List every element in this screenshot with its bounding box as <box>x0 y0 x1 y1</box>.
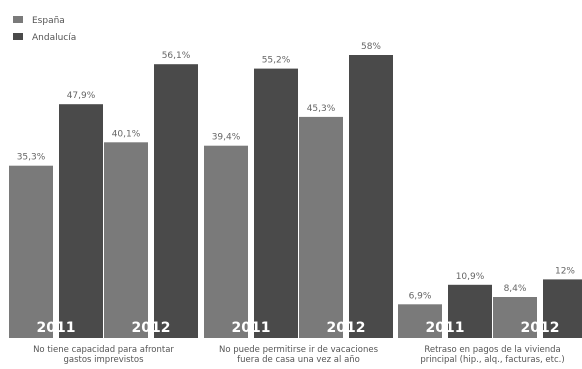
year-label: 2012 <box>132 320 171 336</box>
bar-spain-2011-g1 <box>9 165 53 338</box>
category-label: principal (hip., alq., facturas, etc.) <box>420 355 564 365</box>
year-label: 2011 <box>232 320 271 336</box>
data-label: 35,3% <box>17 153 46 163</box>
bar-spain-2011-g3 <box>398 304 442 338</box>
data-label: 47,9% <box>67 91 96 101</box>
legend-label-spain: España <box>32 16 65 26</box>
data-label: 56,1% <box>162 51 191 61</box>
data-label: 12% <box>555 266 575 276</box>
legend-label-andalucia: Andalucía <box>32 33 76 43</box>
legend-swatch-spain <box>13 16 23 23</box>
bars-layer: 35,3% 47,9% 2011 40,1% 56,1% 2012 39,4% 55,2% 20… <box>9 42 582 339</box>
bar-spain-2011-g2 <box>204 145 248 338</box>
bar-andalucia-2011-g1 <box>59 104 103 338</box>
bar-andalucia-2011-g2 <box>254 68 298 338</box>
bar-andalucia-2012-g3 <box>543 279 582 338</box>
data-label: 45,3% <box>307 104 336 114</box>
legend: España Andalucía <box>13 16 76 43</box>
year-label: 2012 <box>327 320 366 336</box>
data-label: 58% <box>361 42 381 52</box>
data-label: 39,4% <box>212 133 241 143</box>
data-label: 55,2% <box>262 56 291 66</box>
data-label: 10,9% <box>456 272 485 282</box>
category-label: No puede permitirse ir de vacaciones <box>219 345 379 355</box>
category-label: Retraso en pagos de la vivienda <box>424 345 560 355</box>
year-label: 2011 <box>426 320 465 336</box>
bar-andalucia-2011-g3 <box>448 284 492 338</box>
category-label: gastos imprevistos <box>63 355 144 365</box>
bar-spain-2012-g1 <box>104 142 148 338</box>
bar-spain-2012-g2 <box>299 116 343 339</box>
bar-andalucia-2012-g1 <box>154 64 198 338</box>
legend-swatch-andalucia <box>13 33 23 40</box>
category-label: No tiene capacidad para afrontar <box>33 345 174 355</box>
year-label: 2012 <box>521 320 560 336</box>
bar-spain-2012-g3 <box>493 297 537 338</box>
data-label: 6,9% <box>409 291 432 301</box>
year-label: 2011 <box>37 320 76 336</box>
data-label: 8,4% <box>504 284 527 294</box>
category-label: fuera de casa una vez al año <box>237 355 360 365</box>
bar-andalucia-2012-g2 <box>349 55 393 338</box>
data-label: 40,1% <box>112 129 141 139</box>
